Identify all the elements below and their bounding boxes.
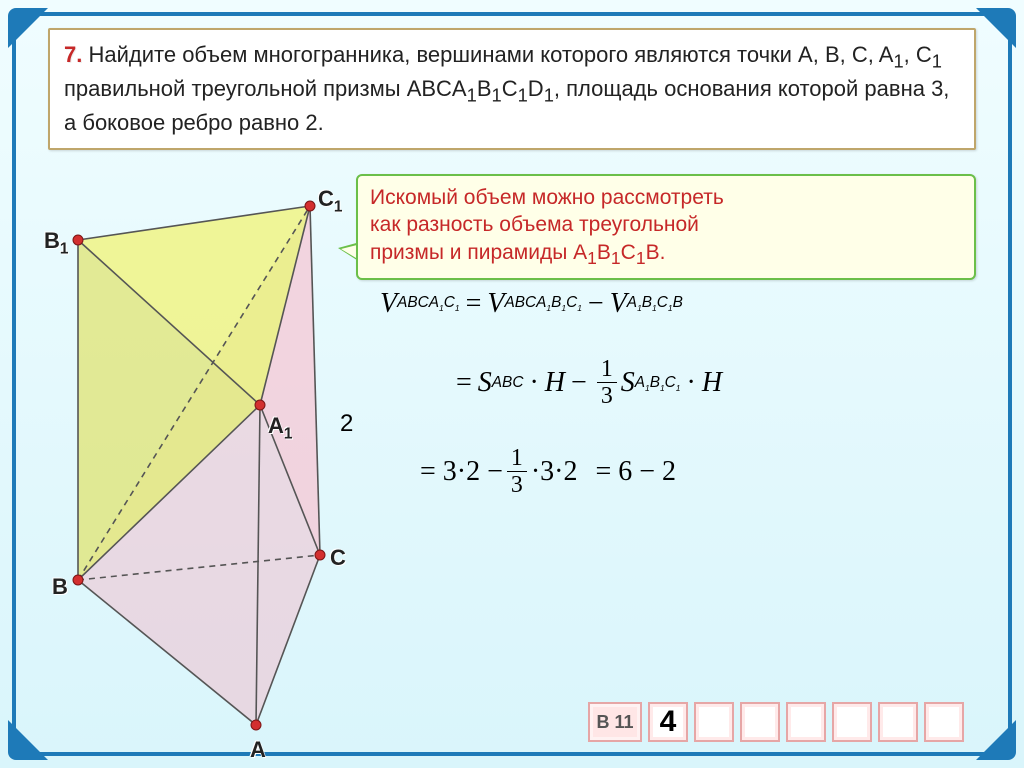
math-derivation: VABCA1C1 = VABCA1B1C1 − VA1B1C1B = SABC … — [380, 288, 984, 536]
vertex-label-B: B — [52, 574, 68, 600]
answer-cell-4 — [786, 702, 826, 742]
s2a: ABCA — [504, 294, 546, 311]
problem-text-1: Найдите объем многогранника, вершинами к… — [88, 42, 893, 67]
answer-label: В 11 — [588, 702, 642, 742]
hint-tail-c: C — [621, 241, 636, 264]
hint-tail-end: B. — [646, 241, 666, 264]
problem-text-2: , C — [904, 42, 932, 67]
V1: V — [380, 288, 397, 320]
subabc: ABC — [492, 374, 524, 392]
frac-1-3-b: 1 3 — [507, 447, 527, 498]
problem-text-6: D — [528, 76, 544, 101]
prism-svg — [40, 180, 370, 740]
eq1: = — [460, 288, 488, 320]
sa: A — [635, 374, 645, 391]
e32: ·3·2 — [531, 456, 578, 488]
math-line-2: = SABC · H − 1 3 SA1B1C1 · H — [380, 358, 984, 409]
hint-line-2: как разность объема треугольной — [370, 213, 699, 236]
problem-text-box: 7. Найдите объем многогранника, вершинам… — [48, 28, 976, 150]
hint-line-3: призмы и пирамиды A — [370, 241, 587, 264]
s3g: B — [673, 294, 683, 311]
minus1: − — [582, 288, 610, 320]
s3a: A — [627, 294, 637, 311]
frac-1-3-a: 1 3 — [597, 358, 617, 409]
vertex-label-C: C — [330, 545, 346, 571]
problem-text-4: B — [477, 76, 492, 101]
hint-line-1: Искомый объем можно рассмотреть — [370, 186, 724, 209]
hint-box: Искомый объем можно рассмотреть как разн… — [356, 174, 976, 280]
s3c: B — [642, 294, 652, 311]
vertex-label-B1: B1 — [44, 228, 68, 258]
problem-text-5: C — [502, 76, 518, 101]
vertex-label-A1: A1 — [268, 413, 292, 443]
s1c: C — [444, 294, 455, 311]
dot1: · — [523, 367, 544, 399]
se: C — [665, 374, 676, 391]
answer-cell-2 — [694, 702, 734, 742]
vertex-label-C1: C1 — [318, 186, 342, 216]
e31: = 3·2 − — [420, 456, 503, 488]
H2: H — [702, 367, 722, 399]
answer-cell-3 — [740, 702, 780, 742]
prism-diagram: B1C1A1CBA2 — [40, 180, 370, 740]
S2: S — [621, 367, 635, 399]
s1a: ABCA — [397, 294, 439, 311]
sc: B — [650, 374, 660, 391]
s2e: C — [566, 294, 577, 311]
answer-cell-1: 4 — [648, 702, 688, 742]
s2c: B — [551, 294, 561, 311]
fd2: 3 — [507, 472, 527, 498]
answer-cell-6 — [878, 702, 918, 742]
V3: V — [610, 288, 627, 320]
edge-length-label: 2 — [340, 410, 353, 438]
problem-text-3: правильной треугольной призмы ABCA — [64, 76, 467, 101]
answer-cell-5 — [832, 702, 872, 742]
fn1: 1 — [597, 358, 617, 383]
fd1: 3 — [597, 383, 617, 409]
fn2: 1 — [507, 447, 527, 472]
hint-tail-b: B — [597, 241, 611, 264]
S1: S — [478, 367, 492, 399]
math-line-3: = 3·2 − 1 3 ·3·2 = 6 − 2 — [380, 447, 984, 498]
answer-cell-7 — [924, 702, 964, 742]
problem-number: 7. — [64, 42, 82, 67]
e33: = 6 − 2 — [577, 456, 676, 488]
answer-row: В 11 4 — [588, 702, 964, 742]
vertex-label-A: A — [250, 737, 266, 763]
math-line-1: VABCA1C1 = VABCA1B1C1 − VA1B1C1B — [380, 288, 984, 320]
V2: V — [487, 288, 504, 320]
s3e: C — [657, 294, 668, 311]
dot2: · — [680, 367, 701, 399]
H1: H — [545, 367, 565, 399]
